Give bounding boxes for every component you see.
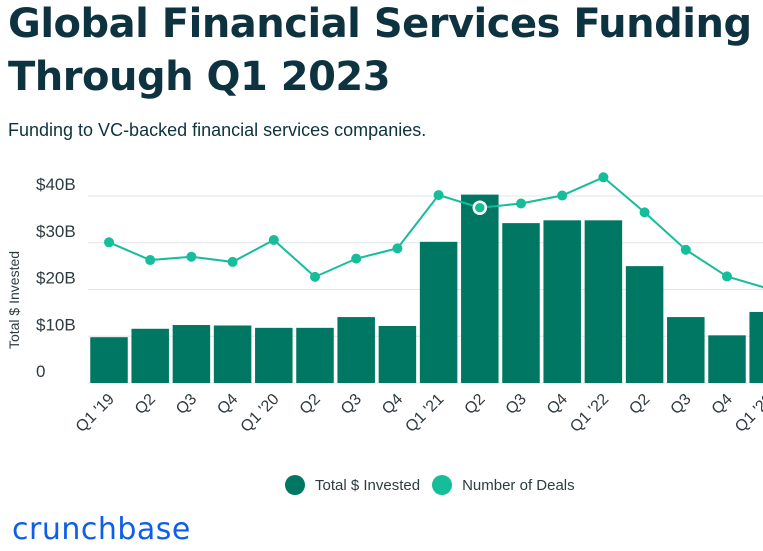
line-number-of-deals bbox=[104, 172, 763, 289]
deals-point[interactable] bbox=[557, 190, 568, 201]
deals-point[interactable] bbox=[351, 253, 362, 264]
deals-point[interactable] bbox=[104, 237, 114, 248]
y-tick-label: $10B bbox=[36, 315, 76, 334]
x-tick-label: Q1 '22 bbox=[567, 391, 612, 436]
x-tick-label: Q3 bbox=[173, 391, 200, 418]
x-tick-label: Q2 bbox=[132, 391, 159, 418]
crunchbase-logo: crunchbase bbox=[12, 512, 191, 547]
bar[interactable] bbox=[708, 335, 746, 383]
x-tick-label: Q4 bbox=[214, 391, 241, 418]
x-tick-label: Q3 bbox=[503, 391, 530, 418]
chart-subtitle: Funding to VC-backed financial services … bbox=[8, 120, 427, 140]
y-tick-label: $30B bbox=[36, 222, 76, 241]
x-tick-label: Q1 '20 bbox=[238, 391, 283, 436]
deals-point[interactable] bbox=[598, 172, 609, 183]
legend-item-total-invested[interactable]: Total $ Invested bbox=[285, 475, 420, 495]
bar[interactable] bbox=[502, 223, 540, 383]
y-tick-label: $20B bbox=[36, 269, 76, 288]
x-tick-label: Q3 bbox=[668, 391, 695, 418]
x-tick-label: Q3 bbox=[338, 391, 365, 418]
deals-point[interactable] bbox=[680, 244, 691, 255]
legend-label-total-invested: Total $ Invested bbox=[315, 476, 421, 494]
x-tick-label: Q4 bbox=[544, 391, 571, 418]
legend-swatch-number-of-deals bbox=[432, 475, 453, 495]
deals-point[interactable] bbox=[433, 190, 444, 201]
bar[interactable] bbox=[131, 328, 169, 383]
deals-point[interactable] bbox=[268, 234, 279, 245]
legend-label-number-of-deals: Number of Deals bbox=[462, 476, 575, 494]
legend-item-number-of-deals[interactable]: Number of Deals bbox=[432, 475, 575, 495]
chart-legend: Total $ Invested Number of Deals bbox=[285, 475, 587, 495]
bar[interactable] bbox=[667, 317, 705, 383]
x-tick-label: Q1 '23 bbox=[732, 391, 763, 436]
bar[interactable] bbox=[584, 220, 623, 383]
x-tick-label: Q4 bbox=[379, 391, 406, 418]
x-tick-label: Q2 bbox=[626, 391, 653, 418]
legend-swatch-total-invested bbox=[285, 475, 305, 495]
bar[interactable] bbox=[378, 325, 417, 383]
x-tick-label: Q2 bbox=[297, 391, 324, 418]
deals-point[interactable] bbox=[516, 198, 526, 209]
bar[interactable] bbox=[337, 317, 375, 383]
deals-point[interactable] bbox=[722, 271, 732, 282]
y-tick-label: $40B bbox=[36, 175, 76, 194]
bar[interactable] bbox=[255, 327, 293, 383]
bar[interactable] bbox=[625, 266, 664, 383]
x-tick-label: Q1 '21 bbox=[402, 391, 447, 436]
page-title: Global Financial Services Funding Throug… bbox=[8, 1, 752, 100]
x-tick-label: Q1 '19 bbox=[73, 391, 118, 436]
bar[interactable] bbox=[213, 325, 252, 383]
deals-point[interactable] bbox=[472, 200, 488, 215]
bar[interactable] bbox=[172, 325, 211, 383]
deals-point[interactable] bbox=[186, 251, 197, 262]
y-tick-label: 0 bbox=[36, 362, 45, 381]
deals-point[interactable] bbox=[145, 255, 156, 266]
deals-point[interactable] bbox=[227, 256, 238, 267]
x-tick-label: Q4 bbox=[709, 391, 736, 418]
bar[interactable] bbox=[543, 220, 581, 383]
y-tick-labels: 0 $10B $20B $30B $40B bbox=[36, 175, 76, 381]
deals-point[interactable] bbox=[392, 243, 403, 254]
y-axis-label: Total $ Invested bbox=[6, 251, 22, 349]
deals-point[interactable] bbox=[310, 271, 320, 282]
deals-point[interactable] bbox=[639, 207, 650, 218]
bar[interactable] bbox=[749, 311, 763, 383]
bar[interactable] bbox=[90, 337, 128, 383]
bar[interactable] bbox=[461, 194, 499, 383]
bars-total-invested bbox=[90, 194, 763, 383]
bar[interactable] bbox=[296, 327, 334, 383]
bar[interactable] bbox=[419, 241, 458, 383]
x-tick-label: Q2 bbox=[462, 391, 489, 418]
